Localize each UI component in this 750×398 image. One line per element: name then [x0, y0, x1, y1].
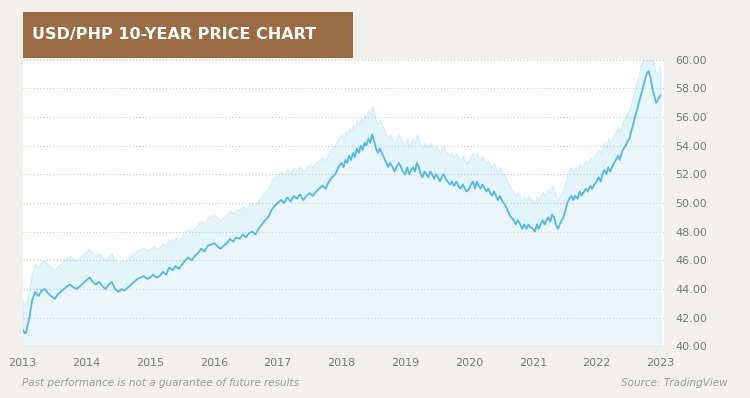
Text: Past performance is not a guarantee of future results: Past performance is not a guarantee of f…: [22, 378, 299, 388]
Text: Source: TradingView: Source: TradingView: [621, 378, 728, 388]
Text: USD/PHP 10-YEAR PRICE CHART: USD/PHP 10-YEAR PRICE CHART: [32, 27, 316, 42]
